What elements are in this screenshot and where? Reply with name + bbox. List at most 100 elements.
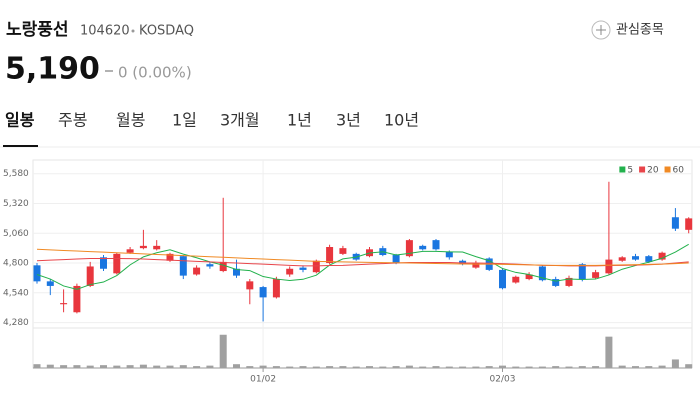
moving-average [36, 257, 689, 267]
candle-body [405, 240, 413, 257]
candle-body [312, 260, 320, 273]
candle-body [33, 265, 41, 282]
tab[interactable]: 3년 [336, 111, 361, 130]
candle-body [645, 256, 653, 262]
tab[interactable]: 3개월 [220, 111, 260, 130]
legend-swatch [619, 166, 626, 173]
tab[interactable]: 주봉 [58, 111, 87, 130]
tab[interactable]: 1년 [287, 111, 312, 130]
watch-icon [591, 20, 611, 40]
tab[interactable]: 10년 [384, 111, 419, 130]
candle-body [100, 257, 107, 269]
volume-bar [33, 364, 41, 368]
candle-body [126, 249, 134, 253]
volume-bar [658, 365, 666, 368]
volume-bar [352, 366, 360, 368]
watch-button[interactable]: 관심종목 [591, 20, 664, 40]
tab[interactable]: 일봉 [5, 111, 35, 130]
volume-bar [46, 364, 54, 368]
volume-bar [126, 365, 134, 368]
candle-body [86, 266, 94, 286]
candle-body [113, 253, 121, 274]
y-tick-label: 5,320 [3, 199, 29, 209]
volume-bar [618, 365, 626, 368]
candle-body [592, 272, 600, 278]
volume-bar [405, 365, 413, 368]
volume-bar [685, 364, 693, 368]
y-tick-label: 4,540 [3, 288, 29, 298]
candle-body [46, 281, 54, 286]
volume-bar [153, 365, 161, 368]
moving-average [36, 243, 689, 290]
price: 5,190 [5, 52, 100, 87]
volume-bar [379, 366, 387, 368]
legend-swatch [639, 166, 646, 173]
volume-bar [605, 336, 613, 368]
volume-bar [139, 364, 147, 368]
candle-body [139, 245, 147, 249]
candle-body [578, 264, 586, 280]
candle-body [246, 281, 254, 290]
volume-bar [419, 366, 427, 368]
volume-bar [339, 366, 347, 368]
candle-body [286, 268, 294, 275]
volume-bar [246, 366, 254, 368]
legend: 60 20 5 [619, 166, 684, 176]
volume-bar [485, 366, 493, 368]
stock-name: 노랑풍선 [6, 20, 69, 40]
volume-bar [299, 366, 307, 368]
y-tick-label: 4,800 [3, 259, 29, 269]
candle-body [166, 253, 174, 261]
market: KOSDAQ [139, 24, 194, 39]
candle-body [525, 274, 533, 280]
candle-body [499, 269, 506, 289]
volume-bar [86, 365, 94, 368]
candle-body [259, 287, 267, 298]
candle-body [73, 285, 81, 313]
watch-label[interactable]: 관심종목 [616, 23, 664, 38]
volume-bar [592, 366, 600, 368]
separator [131, 29, 135, 33]
tab[interactable]: 1일 [172, 111, 197, 130]
tab[interactable]: 월봉 [116, 111, 145, 130]
volume-bar [312, 366, 320, 368]
price-change: 0 (0.00%) [118, 64, 192, 82]
candle-body [206, 264, 214, 267]
candle-body [552, 279, 560, 286]
candle-body [219, 261, 227, 272]
candle-body [419, 245, 427, 250]
volume-bar [113, 365, 121, 368]
volume-bar [538, 366, 546, 368]
candle-body [339, 248, 347, 254]
volume-bar [552, 366, 560, 368]
tabs: 일봉 주봉 월봉 1일 3개월 1년 3년 10년 [3, 111, 419, 147]
y-tick-label: 5,060 [3, 229, 29, 239]
volume-bar [100, 365, 107, 368]
volume-bar [326, 366, 334, 368]
volume-bar [73, 365, 81, 368]
volume-bar [219, 334, 227, 368]
candle-body [272, 279, 280, 298]
volume-bar [392, 366, 400, 368]
candle-body [565, 277, 573, 286]
candle-body [618, 257, 626, 261]
volume-bar [60, 365, 68, 368]
volume-bar [512, 366, 520, 368]
candle-body [299, 267, 307, 270]
candle-body [605, 259, 613, 274]
volume-bar [432, 366, 440, 368]
stock-code: 104620 [80, 24, 130, 39]
legend-label: 5 [627, 166, 633, 176]
volume-bar [233, 364, 240, 368]
candle-body [658, 252, 666, 260]
volume-bar [366, 366, 373, 368]
volume-bar [525, 366, 533, 368]
candle-body [153, 245, 161, 250]
legend-label: 20 [647, 166, 659, 176]
legend-label: 60 [673, 166, 685, 176]
candle-body [632, 256, 639, 260]
volume-bar [259, 365, 267, 368]
active-tab-underline [3, 145, 38, 147]
chart: 4,280 4,540 4,800 5,060 5,320 5,580 01/02 02/03… [3, 159, 693, 385]
